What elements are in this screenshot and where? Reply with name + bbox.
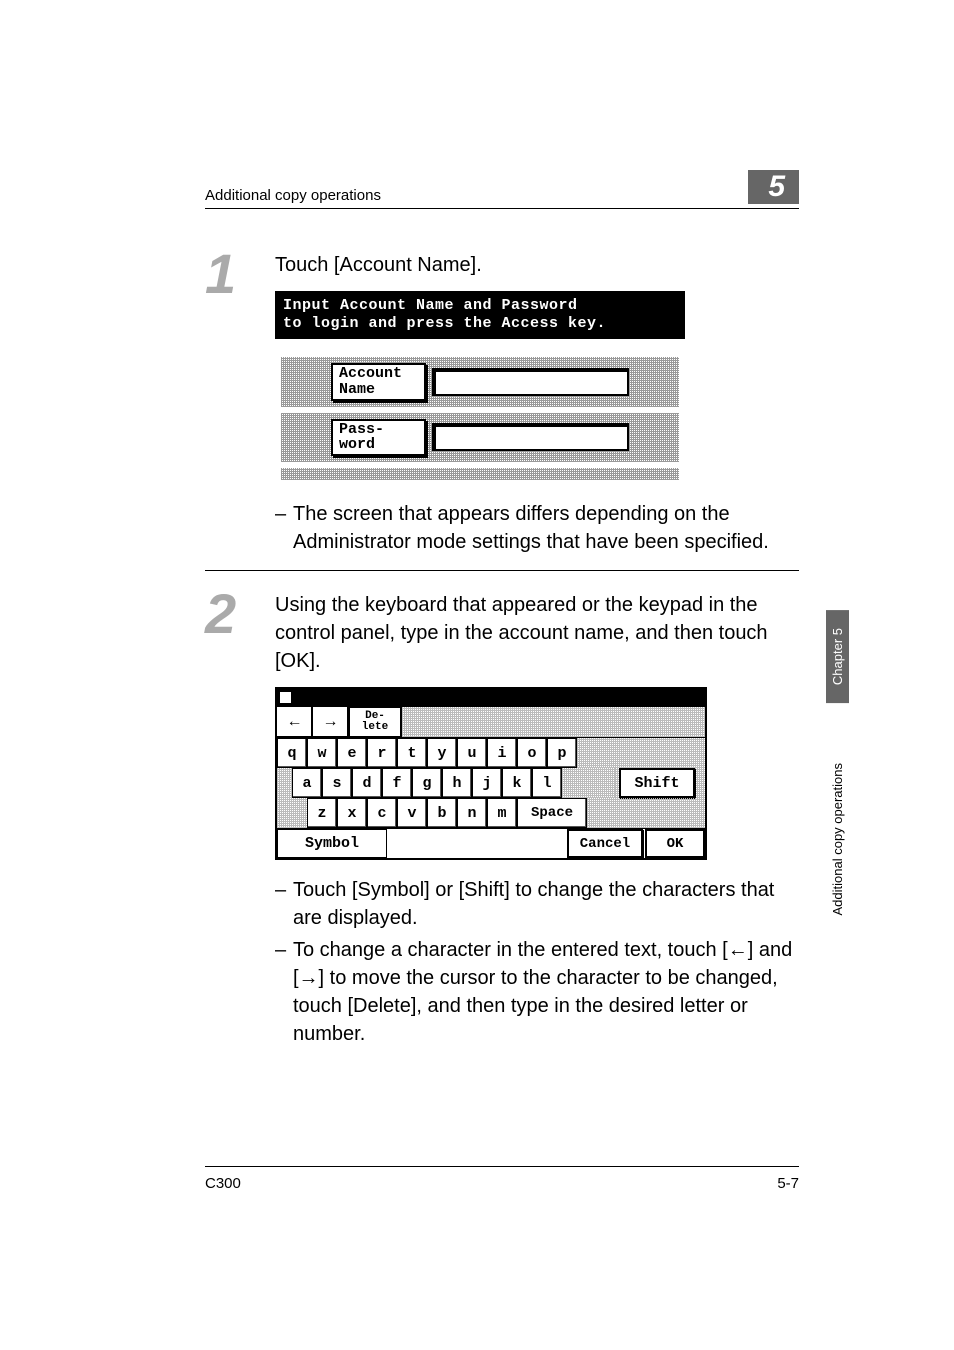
key-y[interactable]: y [427,738,457,768]
step-number: 2 [205,589,275,639]
cursor-right-button[interactable]: → [313,707,349,737]
key-d[interactable]: d [352,768,382,798]
lcd-header-line1: Input Account Name and Password [283,297,677,315]
delete-button[interactable]: De-lete [349,707,401,737]
ok-button[interactable]: OK [645,829,705,858]
key-g[interactable]: g [412,768,442,798]
dash: – [275,876,293,932]
symbol-button[interactable]: Symbol [277,829,387,858]
step-text: Touch [Account Name]. [275,251,799,279]
key-l[interactable]: l [532,768,562,798]
key-b[interactable]: b [427,798,457,828]
key-n[interactable]: n [457,798,487,828]
dash: – [275,500,293,556]
cancel-button[interactable]: Cancel [567,829,643,858]
step-1: 1 Touch [Account Name]. Input Account Na… [205,249,799,560]
key-r[interactable]: r [367,738,397,768]
footer-model: C300 [205,1175,241,1192]
key-i[interactable]: i [487,738,517,768]
key-v[interactable]: v [397,798,427,828]
account-name-field[interactable] [432,368,629,396]
header-title: Additional copy operations [205,187,381,204]
key-m[interactable]: m [487,798,517,828]
note-text: Touch [Symbol] or [Shift] to change the … [293,876,799,932]
key-u[interactable]: u [457,738,487,768]
key-z[interactable]: z [307,798,337,828]
key-h[interactable]: h [442,768,472,798]
step-text: Using the keyboard that appeared or the … [275,591,799,675]
page-footer: C300 5-7 [205,1166,799,1192]
key-p[interactable]: p [547,738,577,768]
key-w[interactable]: w [307,738,337,768]
key-f[interactable]: f [382,768,412,798]
key-e[interactable]: e [337,738,367,768]
lcd-header-line2: to login and press the Access key. [283,315,677,333]
keyboard-titlebar [277,689,705,707]
onscreen-keyboard: ← → De-lete q w e r t y u [275,687,707,860]
key-x[interactable]: x [337,798,367,828]
key-space[interactable]: Space [517,798,587,828]
keyboard-text-field[interactable] [401,707,705,737]
key-k[interactable]: k [502,768,532,798]
side-tab-chapter: Chapter 5 [826,610,849,703]
account-name-row: Account Name [281,357,679,407]
page-header: Additional copy operations 5 [205,170,799,209]
keyboard-keys: q w e r t y u i o p [277,738,615,828]
key-j[interactable]: j [472,768,502,798]
keyboard-input-row: ← → De-lete [277,707,705,738]
note-text: To change a character in the entered tex… [293,936,799,1048]
dash: – [275,936,293,1048]
key-s[interactable]: s [322,768,352,798]
step-1-notes: – The screen that appears differs depend… [275,500,799,556]
side-tab-section: Additional copy operations [826,745,849,934]
cursor-left-button[interactable]: ← [277,707,313,737]
shift-button[interactable]: Shift [619,768,695,798]
step-separator [205,570,799,571]
key-c[interactable]: c [367,798,397,828]
account-name-button[interactable]: Account Name [331,363,426,401]
footer-page-number: 5-7 [777,1175,799,1192]
key-t[interactable]: t [397,738,427,768]
dither-strip [281,468,679,480]
lcd-login-screen: Input Account Name and Password to login… [275,291,685,484]
key-o[interactable]: o [517,738,547,768]
step-2-notes: – Touch [Symbol] or [Shift] to change th… [275,876,799,1048]
key-q[interactable]: q [277,738,307,768]
key-a[interactable]: a [292,768,322,798]
password-button[interactable]: Pass- word [331,419,426,457]
lcd-header: Input Account Name and Password to login… [275,291,685,339]
password-row: Pass- word [281,413,679,463]
note-text: The screen that appears differs dependin… [293,500,799,556]
password-field[interactable] [432,423,629,451]
chapter-number-badge: 5 [748,170,799,204]
step-2: 2 Using the keyboard that appeared or th… [205,589,799,1052]
step-number: 1 [205,249,275,299]
